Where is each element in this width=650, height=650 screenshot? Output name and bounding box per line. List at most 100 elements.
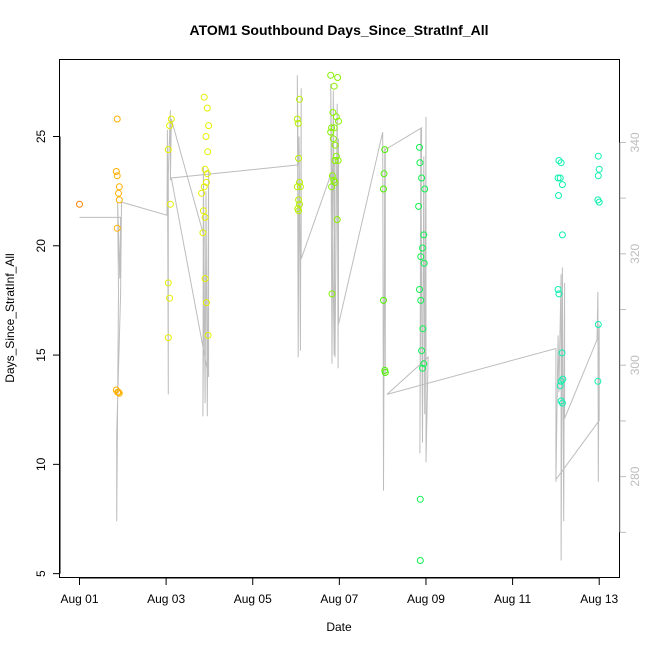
data-point [416,557,424,564]
data-point [380,170,388,178]
data-point [296,183,304,191]
data-point [205,122,213,130]
data-point [198,189,206,197]
data-point [595,198,603,206]
data-point [330,124,338,132]
data-point [294,119,302,127]
data-point [415,202,423,210]
data-point [331,178,339,186]
data-point [202,299,210,307]
data-point [203,170,211,178]
data-point [557,159,565,167]
secondary-track-layer [79,75,600,561]
data-point [204,331,212,339]
x-tick-label: Aug 13 [580,592,618,606]
data-point [556,382,564,390]
data-point [555,157,563,164]
data-point [204,148,212,156]
data-point [594,152,602,160]
data-point [331,141,339,149]
data-point [167,115,175,123]
data-point [416,143,423,151]
data-point [166,200,174,208]
data-point [76,200,83,208]
data-point [203,104,211,112]
x-tick-label: Aug 01 [60,592,98,606]
data-point [112,168,120,175]
data-point [164,146,172,154]
data-point [595,165,603,173]
data-point [594,377,602,385]
data-point [199,207,207,215]
data-point [558,231,566,239]
y2-tick-label: 300 [628,355,642,375]
data-point [329,135,337,143]
data-point [419,364,426,372]
data-point [296,200,303,208]
data-point [418,174,426,182]
y2-tick-label: 280 [628,466,642,486]
data-point [166,294,174,302]
secondary-track-line [79,75,600,561]
data-point [328,124,336,132]
data-point [202,133,210,140]
data-point [418,347,426,355]
data-point [594,172,602,180]
data-point [331,157,339,164]
data-point [113,224,121,232]
data-point [380,296,387,304]
data-point [556,174,564,182]
data-point [416,286,423,293]
data-point [332,113,340,121]
data-point [420,259,428,267]
data-point [420,231,428,239]
points-layer [76,71,603,564]
data-point [332,152,340,160]
x-axis: Aug 01 Aug 03 Aug 05 Aug 07 Aug 09 Aug 11 Aug … [60,577,619,606]
data-point [334,157,342,164]
data-point [295,196,303,204]
data-point [201,165,209,173]
data-point [115,183,123,191]
y-tick-label: 20 [34,239,48,253]
data-point [421,185,429,193]
data-point [558,181,566,189]
data-point [554,286,562,293]
data-point [328,172,336,180]
data-point [417,253,425,261]
data-point [115,189,122,197]
data-point [330,82,338,90]
data-point [555,192,562,199]
data-point [201,213,209,221]
data-point [416,495,424,503]
data-point [327,128,335,136]
data-point [202,178,210,186]
data-point [417,296,425,304]
data-point [293,115,301,123]
data-point [115,196,123,204]
data-point [419,325,427,333]
data-point [328,183,336,191]
data-point [381,146,389,154]
data-point [201,275,209,283]
data-point [200,93,208,101]
data-point [416,159,424,167]
data-point [558,399,566,407]
data-point [295,207,303,215]
data-point [594,321,602,328]
data-point [558,349,566,357]
data-point [113,115,121,123]
data-point [335,117,342,125]
x-tick-label: Aug 05 [234,592,272,606]
data-point [115,388,122,396]
data-point [380,185,387,193]
data-point [115,389,123,397]
secondary-y-axis: 280 300 320 340 [619,132,642,533]
data-point [164,334,172,342]
data-point [199,229,207,237]
data-point [200,183,208,191]
data-point [557,377,565,385]
x-tick-label: Aug 03 [147,592,185,606]
data-point [164,279,172,287]
